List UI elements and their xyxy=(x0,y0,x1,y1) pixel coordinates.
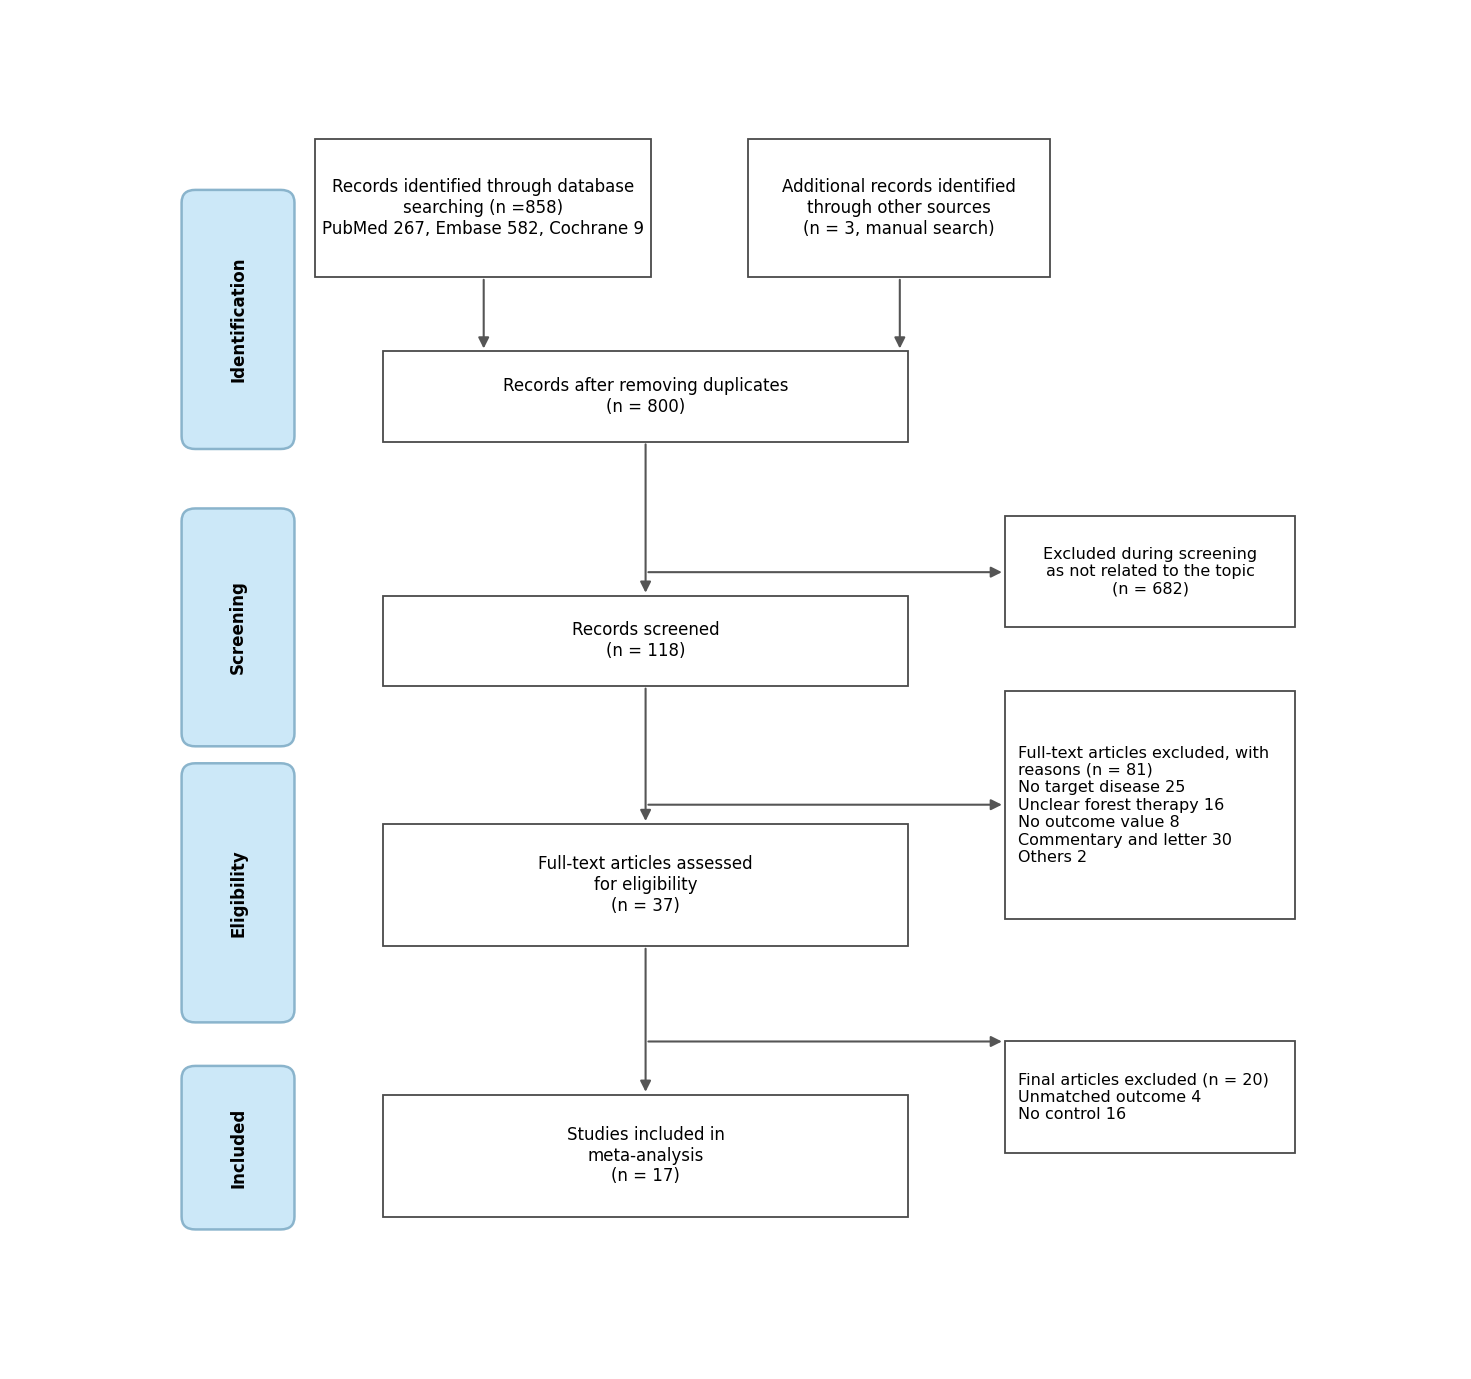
Text: Records identified through database
searching (n =858)
PubMed 267, Embase 582, C: Records identified through database sear… xyxy=(322,178,644,237)
FancyBboxPatch shape xyxy=(384,1095,908,1216)
FancyBboxPatch shape xyxy=(384,596,908,685)
Text: Identification: Identification xyxy=(229,256,247,382)
Text: Screening: Screening xyxy=(229,581,247,674)
FancyBboxPatch shape xyxy=(181,509,294,746)
FancyBboxPatch shape xyxy=(181,764,294,1022)
FancyBboxPatch shape xyxy=(181,1066,294,1230)
Text: Final articles excluded (n = 20)
Unmatched outcome 4
No control 16: Final articles excluded (n = 20) Unmatch… xyxy=(1018,1073,1269,1123)
FancyBboxPatch shape xyxy=(384,352,908,441)
Text: Eligibility: Eligibility xyxy=(229,849,247,936)
Text: Studies included in
meta-analysis
(n = 17): Studies included in meta-analysis (n = 1… xyxy=(566,1125,725,1186)
FancyBboxPatch shape xyxy=(1005,691,1296,920)
Text: Included: Included xyxy=(229,1107,247,1187)
FancyBboxPatch shape xyxy=(315,139,652,277)
FancyBboxPatch shape xyxy=(384,823,908,946)
Text: Full-text articles excluded, with
reasons (n = 81)
No target disease 25
Unclear : Full-text articles excluded, with reason… xyxy=(1018,746,1269,865)
FancyBboxPatch shape xyxy=(1005,516,1296,627)
Text: Records after removing duplicates
(n = 800): Records after removing duplicates (n = 8… xyxy=(503,376,788,416)
Text: Records screened
(n = 118): Records screened (n = 118) xyxy=(572,622,719,661)
FancyBboxPatch shape xyxy=(749,139,1050,277)
FancyBboxPatch shape xyxy=(181,190,294,450)
Text: Excluded during screening
as not related to the topic
(n = 682): Excluded during screening as not related… xyxy=(1043,546,1258,597)
Text: Full-text articles assessed
for eligibility
(n = 37): Full-text articles assessed for eligibil… xyxy=(538,855,753,914)
Text: Additional records identified
through other sources
(n = 3, manual search): Additional records identified through ot… xyxy=(783,178,1016,237)
FancyBboxPatch shape xyxy=(1005,1041,1296,1153)
